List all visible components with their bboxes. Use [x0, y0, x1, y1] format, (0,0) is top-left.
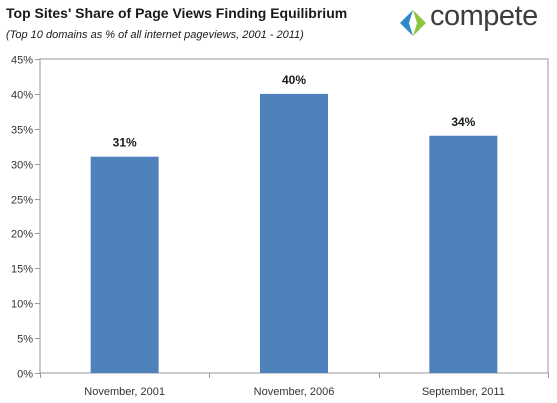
chart-subtitle: (Top 10 domains as % of all internet pag…: [6, 29, 304, 41]
x-axis-category-label: November, 2006: [254, 386, 335, 398]
y-axis-tick-label: 15%: [11, 264, 33, 276]
compete-logo: compete: [398, 0, 554, 38]
bar: [429, 135, 498, 373]
data-label: 34%: [451, 115, 475, 129]
y-axis-tick-label: 10%: [11, 299, 33, 311]
y-axis-tick-label: 0%: [17, 369, 33, 381]
y-axis-tick-label: 35%: [11, 125, 33, 137]
x-axis-category-label: September, 2011: [422, 386, 505, 398]
compete-logo-text: compete: [430, 0, 538, 32]
y-axis-tick-label: 40%: [11, 90, 33, 102]
x-axis-category-label: November, 2001: [84, 386, 165, 398]
data-label: 31%: [113, 136, 137, 150]
y-axis-tick-label: 5%: [17, 334, 33, 346]
bar: [260, 93, 328, 373]
compete-logo-icon: [400, 10, 426, 36]
data-label: 40%: [282, 73, 306, 87]
chart-title: Top Sites' Share of Page Views Finding E…: [6, 5, 348, 21]
bar: [90, 156, 159, 373]
y-axis-tick-label: 25%: [11, 195, 33, 207]
y-axis-tick-label: 45%: [11, 55, 33, 67]
y-axis-tick-label: 20%: [11, 229, 33, 241]
chart-bars: [90, 93, 498, 373]
chart-labels: 0% 5% 10% 15% 20% 25% 30% 35% 40% 45% 31% November,…: [11, 55, 505, 399]
y-axis-tick-label: 30%: [11, 160, 33, 172]
